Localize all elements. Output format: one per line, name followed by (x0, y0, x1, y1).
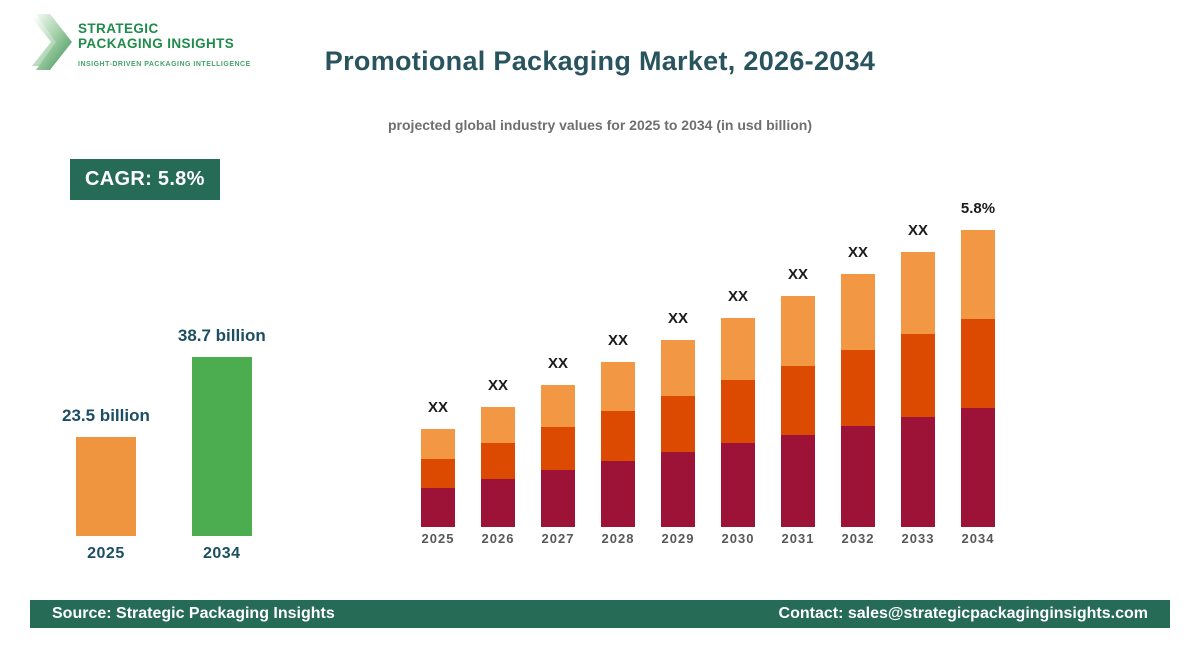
stacked-bar-column: XX 2027 (541, 355, 575, 546)
summary-bar (75, 437, 136, 536)
stacked-bar-column: XX 2033 (901, 222, 935, 546)
stacked-segment-top (721, 318, 755, 380)
stacked-bar-column: XX 2025 (421, 399, 455, 546)
stacked-segment-bottom (661, 452, 695, 527)
stacked-bar-top-label: XX (427, 399, 448, 416)
logo-text: STRATEGIC PACKAGING INSIGHTS INSIGHT-DRI… (78, 12, 251, 68)
stacked-year-label: 2034 (961, 531, 995, 546)
stacked-year-label: 2032 (841, 531, 875, 546)
stacked-bar-column: XX 2029 (661, 310, 695, 546)
stacked-segment-bottom (481, 479, 515, 527)
stacked-segment-middle (841, 350, 875, 426)
stacked-segment-middle (781, 366, 815, 435)
stacked-segment-bottom (841, 426, 875, 527)
stacked-bar-top-label: XX (547, 355, 568, 372)
stacked-segment-middle (541, 427, 575, 470)
stacked-bar-top-label: XX (487, 377, 508, 394)
stacked-segment-top (481, 407, 515, 443)
stacked-bar-top-label: XX (907, 222, 928, 239)
stacked-bar-top-label: 5.8% (960, 200, 996, 217)
stacked-year-label: 2027 (541, 531, 575, 546)
stacked-bar-top-label: XX (727, 288, 748, 305)
stacked-segment-middle (961, 319, 995, 408)
footer-source: Source: Strategic Packaging Insights (52, 605, 335, 622)
stacked-segment-top (841, 274, 875, 350)
summary-year-label: 2034 (202, 545, 241, 562)
logo: STRATEGIC PACKAGING INSIGHTS INSIGHT-DRI… (30, 12, 251, 72)
summary-bar (191, 357, 252, 536)
stacked-segment-bottom (781, 435, 815, 527)
footer-contact: Contact: sales@strategicpackaginginsight… (778, 605, 1148, 622)
stacked-bar-top-label: XX (667, 310, 688, 327)
stacked-segment-top (781, 296, 815, 366)
stacked-segment-top (601, 362, 635, 411)
stacked-segment-top (661, 340, 695, 396)
stacked-segment-top (421, 429, 455, 459)
logo-line1: STRATEGIC (78, 21, 159, 36)
stacked-segment-bottom (421, 488, 455, 527)
stacked-bar-column: XX 2028 (601, 332, 635, 546)
stacked-segment-middle (421, 459, 455, 488)
summary-bar-column: 38.7 billion 2034 (178, 326, 266, 563)
stacked-bar-top-label: XX (787, 266, 808, 283)
summary-bar-chart: 23.5 billion 2025 38.7 billion 2034 (62, 320, 266, 563)
stacked-year-label: 2026 (481, 531, 515, 546)
stacked-segment-bottom (541, 470, 575, 527)
stacked-bar-column: 5.8% 2034 (961, 200, 995, 546)
stacked-segment-bottom (901, 417, 935, 527)
summary-bar-column: 23.5 billion 2025 (62, 406, 150, 563)
stacked-year-label: 2025 (421, 531, 455, 546)
stacked-segment-middle (901, 334, 935, 417)
stacked-year-label: 2033 (901, 531, 935, 546)
summary-value-label: 23.5 billion (62, 406, 150, 425)
stacked-segment-top (961, 230, 995, 319)
stacked-bar-top-label: XX (607, 332, 628, 349)
stacked-segment-middle (661, 396, 695, 452)
stacked-bar-column: XX 2031 (781, 266, 815, 546)
footer-bar: Source: Strategic Packaging Insights Con… (30, 600, 1170, 628)
stacked-segment-top (541, 385, 575, 427)
stacked-segment-middle (601, 411, 635, 461)
page-subtitle: projected global industry values for 202… (388, 117, 812, 133)
stacked-segment-bottom (721, 443, 755, 527)
stacked-year-label: 2030 (721, 531, 755, 546)
stacked-segment-middle (721, 380, 755, 443)
cagr-badge: CAGR: 5.8% (70, 159, 220, 200)
summary-value-label: 38.7 billion (177, 326, 266, 345)
stacked-bar-column: XX 2026 (481, 377, 515, 546)
logo-tagline: INSIGHT-DRIVEN PACKAGING INTELLIGENCE (78, 60, 251, 68)
page-title: Promotional Packaging Market, 2026-2034 (324, 46, 876, 76)
stacked-segment-top (901, 252, 935, 334)
stacked-segment-bottom (961, 408, 995, 527)
logo-chevron-icon (32, 14, 72, 70)
stacked-segment-bottom (601, 461, 635, 527)
stacked-year-label: 2028 (601, 531, 635, 546)
stacked-bar-top-label: XX (847, 244, 868, 261)
stacked-bar-column: XX 2032 (841, 244, 875, 546)
projection-stacked-bar-chart: XX 2025 XX 2026 XX 2027 XX 2028 XX 2029 XX 2030 XX 20… (421, 200, 995, 546)
stacked-segment-middle (481, 443, 515, 479)
stacked-year-label: 2031 (781, 531, 815, 546)
stacked-year-label: 2029 (661, 531, 695, 546)
logo-line2: PACKAGING INSIGHTS (78, 35, 235, 51)
stacked-bar-column: XX 2030 (721, 288, 755, 546)
summary-year-label: 2025 (87, 545, 125, 562)
